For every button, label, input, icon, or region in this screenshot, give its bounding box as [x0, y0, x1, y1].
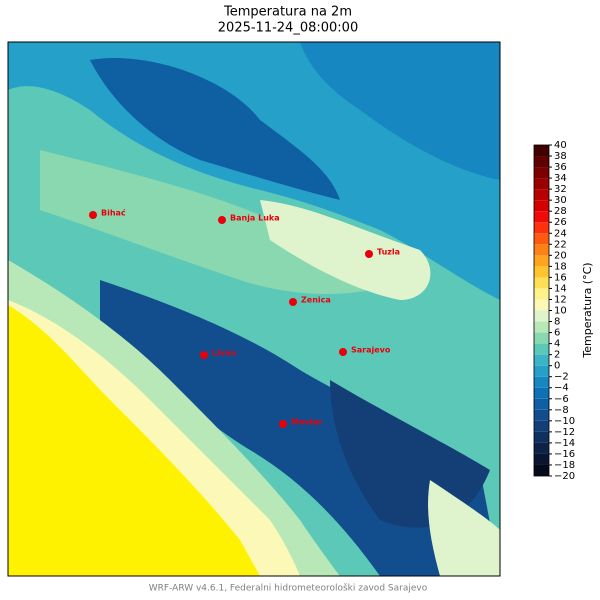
colorbar-tick-label: −20 [554, 471, 575, 482]
colorbar-tick-label: −6 [554, 394, 569, 405]
colorbar-band [534, 266, 549, 278]
colorbar-band [534, 464, 549, 476]
city-marker [339, 348, 347, 356]
colorbar: −20−18−16−14−12−10−8−6−4−202468101214161… [533, 140, 575, 482]
cities: Bihać Banja Luka Tuzla Zenica Sarajevo L… [89, 208, 400, 428]
colorbar-tick-label: 24 [554, 228, 567, 239]
colorbar-tick-label: 32 [554, 184, 567, 195]
colorbar-band [534, 442, 549, 454]
colorbar-band [534, 376, 549, 388]
subtitle: 2025-11-24_08:00:00 [218, 21, 358, 36]
colorbar-tick-label: 6 [554, 328, 560, 339]
colorbar-band [534, 167, 549, 179]
colorbar-tick-label: −12 [554, 427, 575, 438]
colorbar-tick-label: 2 [554, 350, 560, 361]
colorbar-band [534, 398, 549, 410]
colorbar-band [534, 321, 549, 333]
colorbar-tick-label: 14 [554, 283, 567, 294]
colorbar-tick-label: 38 [554, 151, 567, 162]
city-label: Tuzla [377, 248, 400, 257]
colorbar-tick-label: −14 [554, 438, 575, 449]
colorbar-band [534, 255, 549, 267]
city-label: Zenica [301, 296, 331, 305]
city-label: Sarajevo [351, 346, 391, 355]
colorbar-band [534, 453, 549, 465]
city-label: Banja Luka [230, 214, 280, 223]
colorbar-tick-label: 40 [554, 140, 567, 151]
colorbar-tick-label: 36 [554, 162, 567, 173]
colorbar-tick-label: 8 [554, 317, 560, 328]
city-marker [89, 211, 97, 219]
colorbar-band [534, 222, 549, 234]
colorbar-tick-label: −4 [554, 383, 569, 394]
city-marker [279, 420, 287, 428]
temperature-field [8, 42, 500, 576]
colorbar-band [534, 299, 549, 311]
colorbar-tick-label: 22 [554, 239, 567, 250]
city-label: Bihać [101, 208, 126, 218]
colorbar-band [534, 145, 549, 157]
colorbar-tick-label: −2 [554, 372, 569, 383]
footer: WRF-ARW v4.6.1, Federalni hidrometeorolo… [149, 583, 428, 594]
city-marker [218, 216, 226, 224]
colorbar-tick-label: 4 [554, 339, 560, 350]
colorbar-band [534, 343, 549, 355]
colorbar-band [534, 178, 549, 190]
colorbar-band [534, 156, 549, 168]
city-marker [365, 250, 373, 258]
city-label: Livno [212, 349, 237, 358]
colorbar-band [534, 233, 549, 245]
colorbar-tick-label: 10 [554, 306, 567, 317]
colorbar-label: Temperatura (°C) [581, 262, 594, 358]
city-marker [200, 351, 208, 359]
colorbar-tick-label: −10 [554, 416, 575, 427]
colorbar-band [534, 244, 549, 256]
colorbar-tick-label: 16 [554, 272, 567, 283]
colorbar-band [534, 277, 549, 289]
colorbar-band [534, 354, 549, 366]
colorbar-band [534, 200, 549, 212]
colorbar-tick-label: 30 [554, 195, 567, 206]
colorbar-tick-label: −8 [554, 405, 569, 416]
title: Temperatura na 2m [223, 5, 352, 20]
colorbar-tick-label: 34 [554, 173, 567, 184]
colorbar-tick-label: 0 [554, 361, 560, 372]
city-marker [289, 298, 297, 306]
colorbar-band [534, 211, 549, 223]
map-frame [7, 41, 501, 577]
colorbar-band [534, 387, 549, 399]
colorbar-band [534, 310, 549, 322]
colorbar-tick-label: 12 [554, 294, 567, 305]
colorbar-band [534, 189, 549, 201]
colorbar-band [534, 409, 549, 421]
colorbar-tick-label: 20 [554, 250, 567, 261]
colorbar-band [534, 420, 549, 432]
colorbar-band [534, 288, 549, 300]
city-label: Mostar [291, 418, 322, 427]
colorbar-band [534, 431, 549, 443]
colorbar-tick-label: 18 [554, 261, 567, 272]
colorbar-band [534, 332, 549, 344]
colorbar-band [534, 365, 549, 377]
colorbar-tick-label: −16 [554, 449, 575, 460]
colorbar-tick-label: −18 [554, 460, 575, 471]
colorbar-tick-label: 28 [554, 206, 567, 217]
colorbar-tick-label: 26 [554, 217, 567, 228]
